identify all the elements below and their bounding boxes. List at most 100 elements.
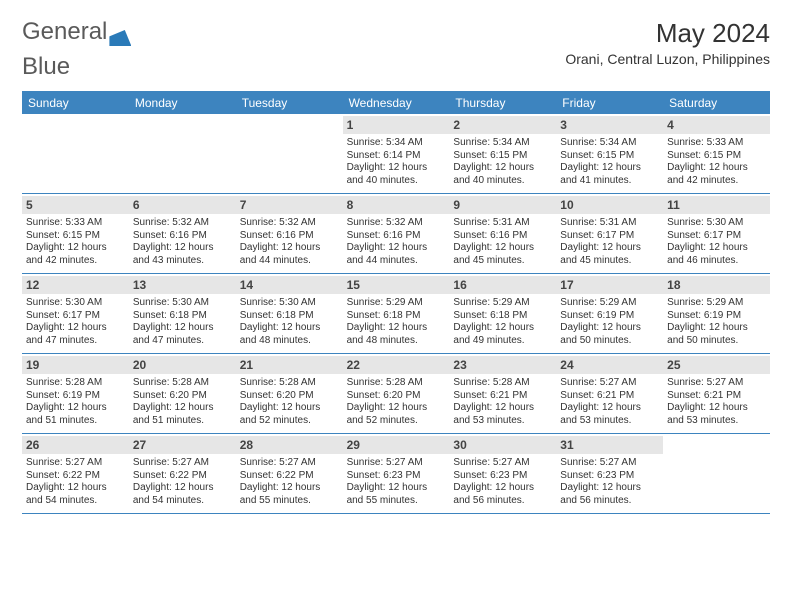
daylight-line: Daylight: 12 hours and 52 minutes. xyxy=(347,402,446,427)
sunset-line: Sunset: 6:16 PM xyxy=(453,230,552,243)
logo: General xyxy=(22,18,131,46)
sunrise-line: Sunrise: 5:34 AM xyxy=(453,137,552,150)
day-number: 10 xyxy=(556,196,663,214)
sunset-line: Sunset: 6:16 PM xyxy=(347,230,446,243)
sunset-line: Sunset: 6:17 PM xyxy=(26,310,125,323)
day-cell-8: 8Sunrise: 5:32 AMSunset: 6:16 PMDaylight… xyxy=(343,194,450,273)
day-number: 2 xyxy=(449,116,556,134)
day-cell-6: 6Sunrise: 5:32 AMSunset: 6:16 PMDaylight… xyxy=(129,194,236,273)
day-cell-15: 15Sunrise: 5:29 AMSunset: 6:18 PMDayligh… xyxy=(343,274,450,353)
daylight-line: Daylight: 12 hours and 45 minutes. xyxy=(560,242,659,267)
sunrise-line: Sunrise: 5:31 AM xyxy=(453,217,552,230)
day-cell-21: 21Sunrise: 5:28 AMSunset: 6:20 PMDayligh… xyxy=(236,354,343,433)
calendar: SundayMondayTuesdayWednesdayThursdayFrid… xyxy=(22,91,770,514)
calendar-header-row: SundayMondayTuesdayWednesdayThursdayFrid… xyxy=(22,92,770,114)
day-number: 5 xyxy=(22,196,129,214)
daylight-line: Daylight: 12 hours and 48 minutes. xyxy=(240,322,339,347)
sunrise-line: Sunrise: 5:29 AM xyxy=(347,297,446,310)
day-number: 26 xyxy=(22,436,129,454)
day-cell-23: 23Sunrise: 5:28 AMSunset: 6:21 PMDayligh… xyxy=(449,354,556,433)
day-cell-18: 18Sunrise: 5:29 AMSunset: 6:19 PMDayligh… xyxy=(663,274,770,353)
sunrise-line: Sunrise: 5:30 AM xyxy=(26,297,125,310)
day-cell-9: 9Sunrise: 5:31 AMSunset: 6:16 PMDaylight… xyxy=(449,194,556,273)
day-cell-28: 28Sunrise: 5:27 AMSunset: 6:22 PMDayligh… xyxy=(236,434,343,513)
daylight-line: Daylight: 12 hours and 53 minutes. xyxy=(453,402,552,427)
sunset-line: Sunset: 6:15 PM xyxy=(26,230,125,243)
sunrise-line: Sunrise: 5:29 AM xyxy=(560,297,659,310)
daylight-line: Daylight: 12 hours and 44 minutes. xyxy=(240,242,339,267)
day-cell-17: 17Sunrise: 5:29 AMSunset: 6:19 PMDayligh… xyxy=(556,274,663,353)
sunrise-line: Sunrise: 5:27 AM xyxy=(560,457,659,470)
day-number: 30 xyxy=(449,436,556,454)
day-number: 25 xyxy=(663,356,770,374)
daylight-line: Daylight: 12 hours and 55 minutes. xyxy=(240,482,339,507)
daylight-line: Daylight: 12 hours and 42 minutes. xyxy=(26,242,125,267)
empty-cell xyxy=(22,114,129,193)
day-number: 27 xyxy=(129,436,236,454)
day-cell-11: 11Sunrise: 5:30 AMSunset: 6:17 PMDayligh… xyxy=(663,194,770,273)
column-header-monday: Monday xyxy=(129,92,236,114)
sunset-line: Sunset: 6:15 PM xyxy=(667,150,766,163)
day-number: 20 xyxy=(129,356,236,374)
week-row: 5Sunrise: 5:33 AMSunset: 6:15 PMDaylight… xyxy=(22,194,770,274)
sunset-line: Sunset: 6:18 PM xyxy=(347,310,446,323)
day-cell-31: 31Sunrise: 5:27 AMSunset: 6:23 PMDayligh… xyxy=(556,434,663,513)
day-cell-25: 25Sunrise: 5:27 AMSunset: 6:21 PMDayligh… xyxy=(663,354,770,433)
daylight-line: Daylight: 12 hours and 56 minutes. xyxy=(560,482,659,507)
column-header-sunday: Sunday xyxy=(22,92,129,114)
sunrise-line: Sunrise: 5:30 AM xyxy=(240,297,339,310)
day-number: 19 xyxy=(22,356,129,374)
day-number: 18 xyxy=(663,276,770,294)
day-number: 1 xyxy=(343,116,450,134)
daylight-line: Daylight: 12 hours and 47 minutes. xyxy=(26,322,125,347)
logo-triangle-icon xyxy=(109,30,131,46)
day-number: 3 xyxy=(556,116,663,134)
empty-cell xyxy=(129,114,236,193)
sunset-line: Sunset: 6:16 PM xyxy=(133,230,232,243)
sunset-line: Sunset: 6:20 PM xyxy=(133,390,232,403)
sunset-line: Sunset: 6:18 PM xyxy=(240,310,339,323)
day-number: 7 xyxy=(236,196,343,214)
column-header-friday: Friday xyxy=(556,92,663,114)
daylight-line: Daylight: 12 hours and 42 minutes. xyxy=(667,162,766,187)
day-cell-3: 3Sunrise: 5:34 AMSunset: 6:15 PMDaylight… xyxy=(556,114,663,193)
week-row: 19Sunrise: 5:28 AMSunset: 6:19 PMDayligh… xyxy=(22,354,770,434)
week-row: 26Sunrise: 5:27 AMSunset: 6:22 PMDayligh… xyxy=(22,434,770,514)
sunset-line: Sunset: 6:23 PM xyxy=(453,470,552,483)
daylight-line: Daylight: 12 hours and 48 minutes. xyxy=(347,322,446,347)
daylight-line: Daylight: 12 hours and 50 minutes. xyxy=(667,322,766,347)
daylight-line: Daylight: 12 hours and 51 minutes. xyxy=(133,402,232,427)
sunrise-line: Sunrise: 5:28 AM xyxy=(133,377,232,390)
day-cell-4: 4 Sunrise: 5:33 AMSunset: 6:15 PMDaylight… xyxy=(663,114,770,193)
day-cell-1: 1Sunrise: 5:34 AMSunset: 6:14 PMDaylight… xyxy=(343,114,450,193)
daylight-line: Daylight: 12 hours and 53 minutes. xyxy=(560,402,659,427)
sunset-line: Sunset: 6:22 PM xyxy=(26,470,125,483)
day-number: 4 xyxy=(663,116,770,134)
day-number: 14 xyxy=(236,276,343,294)
sunset-line: Sunset: 6:22 PM xyxy=(133,470,232,483)
daylight-line: Daylight: 12 hours and 55 minutes. xyxy=(347,482,446,507)
sunrise-line: Sunrise: 5:33 AM xyxy=(667,137,766,150)
daylight-line: Daylight: 12 hours and 43 minutes. xyxy=(133,242,232,267)
sunrise-line: Sunrise: 5:32 AM xyxy=(347,217,446,230)
month-title: May 2024 xyxy=(565,18,770,49)
day-number: 16 xyxy=(449,276,556,294)
column-header-tuesday: Tuesday xyxy=(236,92,343,114)
day-cell-16: 16Sunrise: 5:29 AMSunset: 6:18 PMDayligh… xyxy=(449,274,556,353)
empty-cell xyxy=(663,434,770,513)
week-row: 12Sunrise: 5:30 AMSunset: 6:17 PMDayligh… xyxy=(22,274,770,354)
daylight-line: Daylight: 12 hours and 50 minutes. xyxy=(560,322,659,347)
sunset-line: Sunset: 6:19 PM xyxy=(667,310,766,323)
week-row: 1Sunrise: 5:34 AMSunset: 6:14 PMDaylight… xyxy=(22,114,770,194)
sunset-line: Sunset: 6:23 PM xyxy=(560,470,659,483)
location: Orani, Central Luzon, Philippines xyxy=(565,51,770,67)
day-cell-12: 12Sunrise: 5:30 AMSunset: 6:17 PMDayligh… xyxy=(22,274,129,353)
day-number: 24 xyxy=(556,356,663,374)
sunset-line: Sunset: 6:21 PM xyxy=(667,390,766,403)
sunset-line: Sunset: 6:22 PM xyxy=(240,470,339,483)
sunrise-line: Sunrise: 5:27 AM xyxy=(453,457,552,470)
logo-text-1: General xyxy=(22,18,107,46)
daylight-line: Daylight: 12 hours and 54 minutes. xyxy=(26,482,125,507)
day-cell-22: 22Sunrise: 5:28 AMSunset: 6:20 PMDayligh… xyxy=(343,354,450,433)
sunset-line: Sunset: 6:17 PM xyxy=(560,230,659,243)
